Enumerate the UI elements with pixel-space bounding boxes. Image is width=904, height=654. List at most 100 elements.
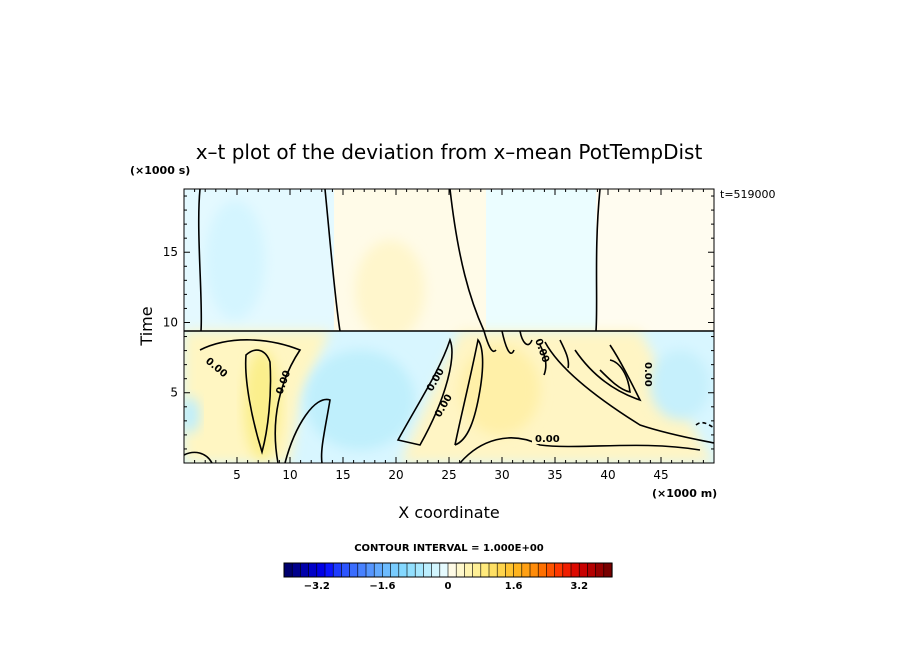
x-tick-label: 35 bbox=[547, 468, 562, 482]
colorbar-swatch bbox=[357, 562, 367, 578]
colorbar-swatch bbox=[447, 562, 457, 578]
chart-title: x–t plot of the deviation from x–mean Po… bbox=[196, 140, 703, 164]
colorbar-swatch bbox=[554, 562, 564, 578]
y-unit-label: (×1000 s) bbox=[130, 164, 190, 177]
x-tick-label: 45 bbox=[653, 468, 668, 482]
colorbar-swatch bbox=[464, 562, 474, 578]
x-axis: 5 10 15 20 25 30 35 40 45 bbox=[194, 189, 704, 482]
colorbar-swatch bbox=[603, 562, 613, 578]
contour-interval-text: CONTOUR INTERVAL = 1.000E+00 bbox=[354, 543, 544, 554]
x-tick-label: 15 bbox=[335, 468, 350, 482]
label-backdrop bbox=[532, 431, 564, 444]
contour-line bbox=[595, 189, 601, 332]
colorbar-ticks: −3.2 −1.6 0 1.6 3.2 bbox=[304, 581, 588, 592]
contour-line bbox=[199, 339, 302, 463]
x-tick-label: 25 bbox=[441, 468, 456, 482]
contour-line-dashed bbox=[695, 421, 714, 429]
lower-cool-center bbox=[305, 350, 415, 450]
colorbar-swatch bbox=[521, 562, 531, 578]
colorbar-swatch bbox=[578, 562, 589, 578]
contour-line bbox=[396, 337, 453, 446]
colorbar-swatch bbox=[341, 562, 351, 578]
y-axis: 5 10 15 bbox=[163, 195, 714, 450]
colorbar-swatch bbox=[537, 562, 548, 578]
colorbar-swatch bbox=[431, 562, 441, 578]
colorbar-swatch bbox=[406, 562, 416, 578]
colorbar bbox=[283, 562, 613, 578]
x-tick-label: 5 bbox=[233, 468, 241, 482]
colorbar-frame bbox=[283, 562, 613, 578]
colorbar-swatch bbox=[373, 562, 384, 578]
lower-cool-left-edge bbox=[184, 397, 200, 433]
colorbar-tick-label: 0 bbox=[445, 581, 452, 592]
colorbar-swatch bbox=[496, 562, 507, 578]
colorbar-swatch bbox=[472, 562, 482, 578]
y-tick-label: 5 bbox=[170, 386, 178, 400]
colorbar-swatch bbox=[382, 562, 392, 578]
contour-line bbox=[324, 189, 341, 332]
y-axis-label: Time bbox=[137, 306, 156, 346]
time-stamp: t=519000 bbox=[720, 188, 776, 201]
colorbar-swatch bbox=[455, 562, 466, 578]
contour-line bbox=[574, 344, 642, 402]
colorbar-swatch bbox=[595, 562, 605, 578]
lower-warm-core bbox=[244, 350, 280, 460]
upper-warm-patch bbox=[355, 240, 425, 340]
contour-line bbox=[244, 349, 272, 455]
colorbar-swatch bbox=[283, 562, 293, 578]
contour-label: 0.00 bbox=[642, 362, 653, 387]
lower-cool-right bbox=[650, 350, 710, 420]
colorbar-swatch bbox=[332, 562, 343, 578]
colorbar-swatch bbox=[488, 562, 498, 578]
contour-line bbox=[449, 189, 485, 332]
contour-line bbox=[459, 437, 701, 463]
lower-warm-core-2 bbox=[460, 345, 540, 435]
contour-lines bbox=[184, 189, 714, 463]
colorbar-swatch bbox=[390, 562, 400, 578]
colorbar-swatch bbox=[414, 562, 425, 578]
colorbar-swatch bbox=[423, 562, 433, 578]
contour-line bbox=[197, 189, 203, 332]
colorbar-swatch bbox=[398, 562, 408, 578]
contour-label: 0.00 bbox=[535, 434, 560, 445]
contour-line bbox=[184, 451, 213, 463]
x-tick-label: 20 bbox=[388, 468, 403, 482]
colorbar-swatch bbox=[562, 562, 572, 578]
colorbar-swatch bbox=[480, 562, 490, 578]
x-tick-label: 30 bbox=[494, 468, 509, 482]
colorbar-swatch bbox=[324, 562, 334, 578]
colorbar-tick-label: 3.2 bbox=[570, 581, 588, 592]
contour-line bbox=[599, 359, 631, 394]
x-unit-label: (×1000 m) bbox=[652, 487, 717, 500]
colorbar-swatch bbox=[365, 562, 375, 578]
colorbar-swatch bbox=[570, 562, 580, 578]
upper-cool-patch bbox=[205, 200, 265, 320]
colorbar-swatch bbox=[529, 562, 539, 578]
contour-line bbox=[454, 338, 484, 446]
y-tick-label: 10 bbox=[163, 315, 178, 329]
colorbar-swatch bbox=[349, 562, 359, 578]
contour-line bbox=[284, 398, 331, 463]
colorbar-swatch bbox=[439, 562, 449, 578]
upper-cool-region-2 bbox=[486, 189, 596, 331]
x-tick-label: 40 bbox=[600, 468, 615, 482]
colorbar-tick-label: −3.2 bbox=[304, 581, 330, 592]
upper-warm-region-2 bbox=[596, 189, 714, 331]
colorbar-swatch bbox=[308, 562, 318, 578]
y-tick-label: 15 bbox=[163, 245, 178, 259]
contour-line bbox=[483, 330, 570, 376]
colorbar-swatch bbox=[316, 562, 326, 578]
colorbar-swatch bbox=[505, 562, 515, 578]
colorbar-swatch bbox=[513, 562, 523, 578]
colorbar-swatch bbox=[300, 562, 310, 578]
colorbar-tick-label: −1.6 bbox=[369, 581, 395, 592]
colorbar-swatch bbox=[587, 562, 597, 578]
contour-line bbox=[544, 341, 714, 444]
colorbar-tick-label: 1.6 bbox=[505, 581, 523, 592]
heatmap-field bbox=[184, 189, 714, 463]
colorbar-swatch bbox=[546, 562, 556, 578]
colorbar-swatch bbox=[291, 562, 302, 578]
x-tick-label: 10 bbox=[282, 468, 297, 482]
x-axis-label: X coordinate bbox=[398, 503, 499, 522]
